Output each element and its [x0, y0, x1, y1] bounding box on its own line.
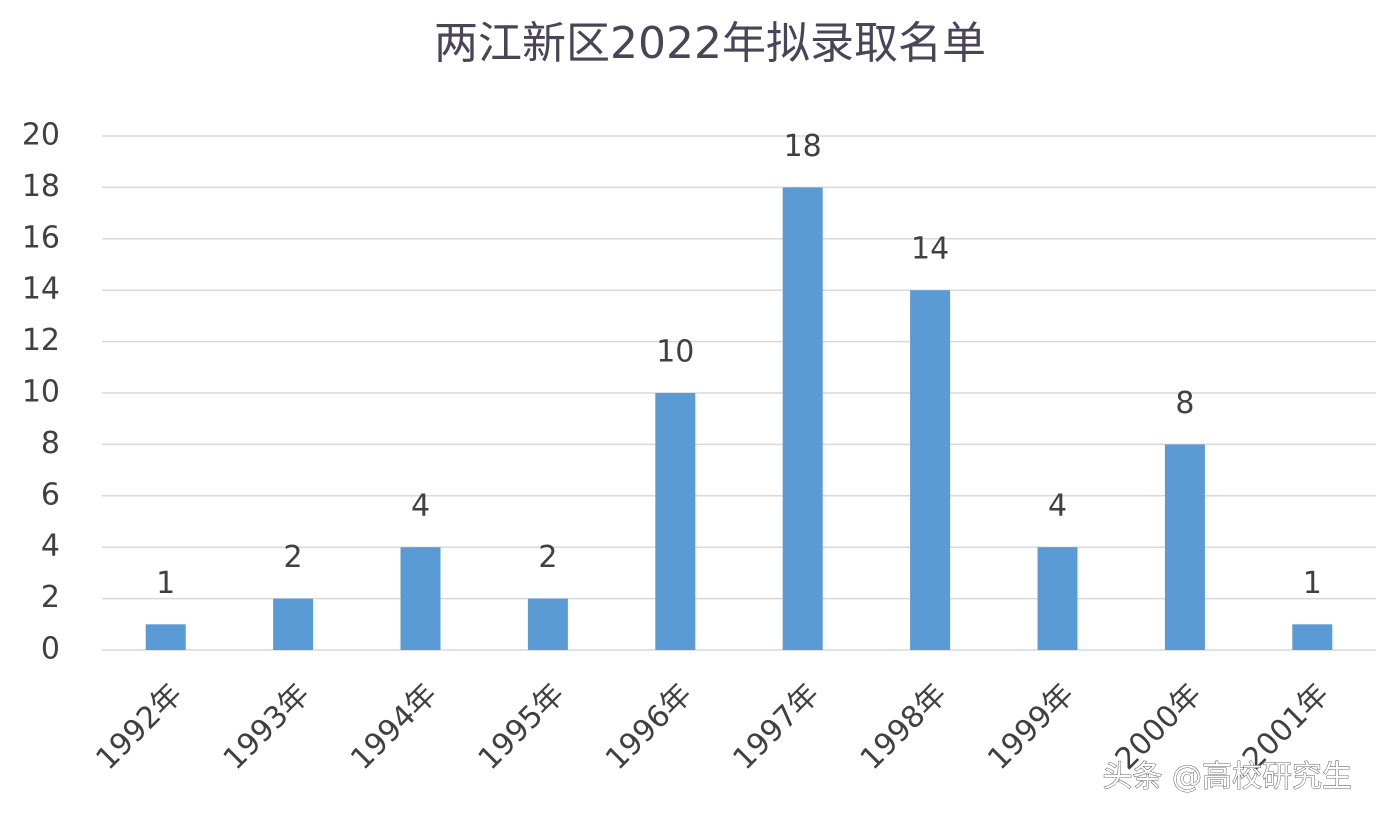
data-label: 4 — [411, 489, 430, 524]
data-label: 1 — [1303, 566, 1322, 601]
data-label: 10 — [656, 335, 694, 370]
bar — [1037, 547, 1078, 650]
y-tick-label: 6 — [41, 477, 60, 512]
y-tick-label: 4 — [41, 529, 60, 564]
x-tick-label: 1997年 — [726, 677, 826, 777]
x-tick-label: 1995年 — [472, 677, 572, 777]
y-tick-label: 18 — [22, 169, 60, 204]
bar — [782, 187, 823, 650]
y-tick-label: 16 — [22, 220, 60, 255]
bar — [655, 393, 696, 650]
y-tick-label: 12 — [22, 323, 60, 358]
x-tick-label: 1993年 — [217, 677, 317, 777]
bar — [400, 547, 441, 650]
bar — [527, 598, 568, 650]
data-label: 2 — [538, 540, 557, 575]
bar — [1292, 624, 1333, 650]
x-tick-label: 1994年 — [344, 677, 444, 777]
data-label: 14 — [911, 232, 949, 267]
y-tick-label: 14 — [22, 272, 60, 307]
x-tick-label: 1996年 — [599, 677, 699, 777]
data-label: 2 — [284, 540, 303, 575]
x-tick-label: 1999年 — [981, 677, 1081, 777]
data-label: 4 — [1048, 489, 1067, 524]
chart-title: 两江新区2022年拟录取名单 — [434, 18, 986, 69]
y-tick-label: 10 — [22, 375, 60, 410]
data-label: 1 — [156, 566, 175, 601]
x-tick-label: 1992年 — [89, 677, 189, 777]
y-tick-label: 8 — [41, 426, 60, 461]
y-tick-label: 0 — [41, 632, 60, 667]
y-tick-label: 20 — [22, 118, 60, 153]
x-tick-label: 1998年 — [854, 677, 954, 777]
bar — [1164, 444, 1205, 650]
bar — [145, 624, 186, 650]
watermark: 头条 @高校研究生 — [1102, 760, 1352, 795]
data-label: 18 — [784, 129, 822, 164]
bar — [273, 598, 314, 650]
bar — [910, 290, 951, 650]
data-label: 8 — [1175, 386, 1194, 421]
y-tick-label: 2 — [41, 580, 60, 615]
